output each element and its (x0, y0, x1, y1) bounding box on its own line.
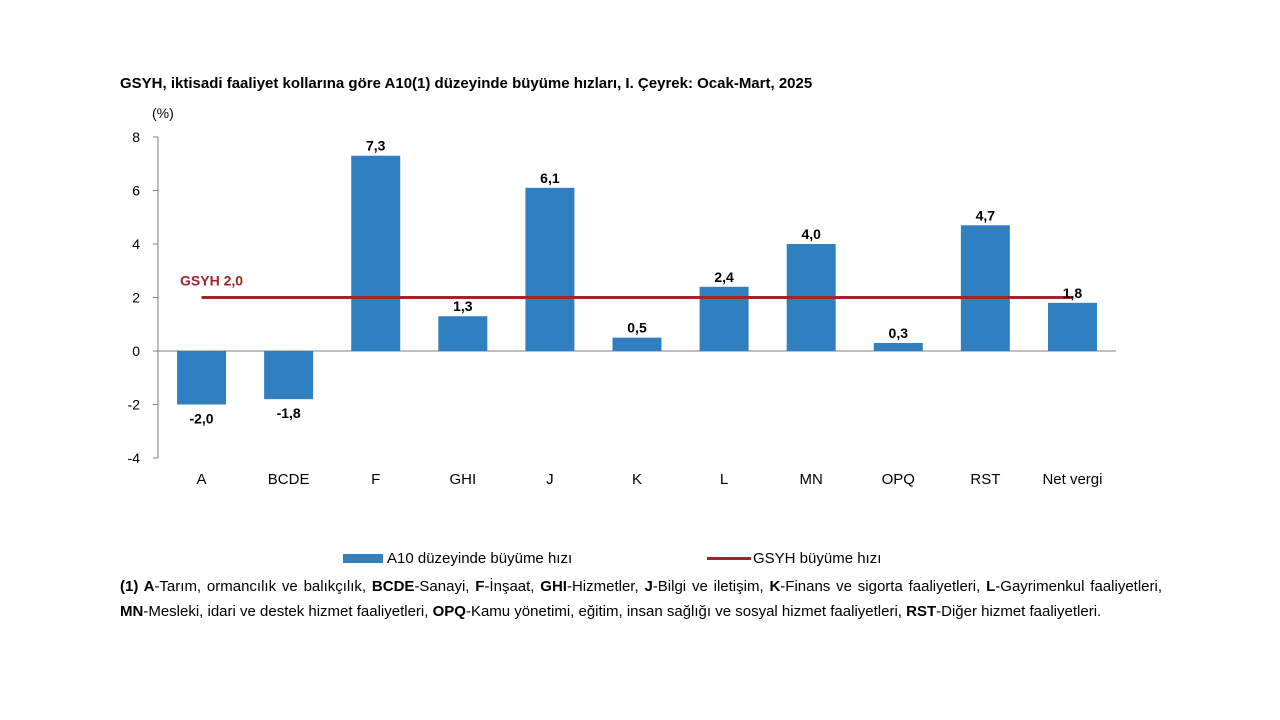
legend-bar-label: A10 düzeyinde büyüme hızı (387, 550, 573, 567)
footnote-code: RST (906, 603, 937, 620)
chart-title: GSYH, iktisadi faaliyet kollarına göre A… (120, 75, 813, 92)
x-tick-label: A (197, 471, 207, 488)
legend-line-swatch (707, 557, 751, 560)
footnote-code: (1) (120, 578, 144, 595)
data-label: 6,1 (540, 170, 560, 186)
footnote-text: -Hizmetler, (566, 578, 645, 595)
footnote-text: -Bilgi ve iletişim, (652, 578, 770, 595)
data-label: 4,0 (801, 226, 821, 242)
footnote-text: -Finans ve sigorta faaliyetleri, (780, 578, 987, 595)
footnote-code: K (769, 578, 781, 595)
x-tick-label: RST (970, 471, 1000, 488)
footnote-text: -Tarım, ormancılık ve balıkçılık, (154, 578, 372, 595)
x-tick-label: MN (800, 471, 823, 488)
footnote-code: OPQ (432, 603, 466, 620)
bar-opq (873, 342, 923, 351)
footnote-text: -Mesleki, idari ve destek hizmet faaliye… (143, 603, 433, 620)
bar-a (177, 351, 227, 405)
data-label: -2,0 (189, 411, 213, 427)
footnote-code: GHI (540, 578, 567, 595)
bar-rst (960, 225, 1010, 351)
footnote-text: -Sanayi, (414, 578, 476, 595)
bar-bcde (264, 351, 314, 400)
legend-item-bar: A10 düzeyinde büyüme hızı (343, 550, 572, 567)
data-label: 7,3 (366, 138, 386, 154)
x-tick-label: F (371, 471, 380, 488)
footnote-text: -Gayrimenkul faaliyetleri, (995, 578, 1162, 595)
data-label: 0,3 (889, 325, 909, 341)
x-tick-label: L (720, 471, 728, 488)
y-tick-label: 6 (132, 183, 140, 199)
footnote-text: -Diğer hizmet faaliyetleri. (936, 603, 1102, 620)
footnote-code: MN (120, 603, 144, 620)
y-tick-label: 2 (132, 290, 140, 306)
x-tick-label: K (632, 471, 642, 488)
bar-ghi (438, 316, 488, 351)
data-label: 1,8 (1063, 285, 1083, 301)
bar-net-vergi (1047, 302, 1097, 351)
legend-item-line: GSYH büyüme hızı (707, 550, 881, 567)
y-tick-label: -4 (128, 450, 141, 466)
bar-j (525, 187, 575, 351)
data-label: 2,4 (714, 269, 734, 285)
footnote: (1) A-Tarım, ormancılık ve balıkçılık, B… (120, 574, 1162, 624)
legend-bar-swatch (343, 554, 383, 563)
footnote-code: J (644, 578, 653, 595)
data-label: 1,3 (453, 298, 473, 314)
footnote-code: A (143, 578, 155, 595)
data-labels: A -2,0 BCDE -1,8 F 7,3 GHI 1,3 J 6,1 K 0,5 L 2,4 MN 4,0… (189, 138, 1102, 488)
y-axis-unit-label: (%) (152, 105, 174, 121)
y-tick-label: 8 (132, 129, 140, 145)
y-tick-label: 0 (132, 343, 140, 359)
gsyh-reference-label: GSYH 2,0 (180, 273, 243, 289)
bar-f (351, 155, 401, 351)
legend-line-label: GSYH büyüme hızı (753, 550, 882, 567)
data-label: 4,7 (976, 207, 996, 223)
x-tick-label: BCDE (268, 471, 310, 488)
y-tick-label: -2 (128, 397, 141, 413)
bar-k (612, 337, 662, 351)
data-label: 0,5 (627, 320, 647, 336)
footnote-code: BCDE (371, 578, 415, 595)
footnote-code: F (475, 578, 485, 595)
reference-line-group: GSYH 2,0 (180, 273, 1073, 299)
x-tick-label: Net vergi (1042, 471, 1102, 488)
x-tick-label: OPQ (882, 471, 915, 488)
x-tick-label: J (546, 471, 554, 488)
x-tick-label: GHI (449, 471, 476, 488)
footnote-text: -İnşaat, (484, 578, 541, 595)
y-tick-label: 4 (132, 236, 140, 252)
bar-series (177, 155, 1097, 405)
footnote-code: L (986, 578, 996, 595)
footnote-text: -Kamu yönetimi, eğitim, insan sağlığı ve… (465, 603, 907, 620)
data-label: -1,8 (277, 405, 301, 421)
